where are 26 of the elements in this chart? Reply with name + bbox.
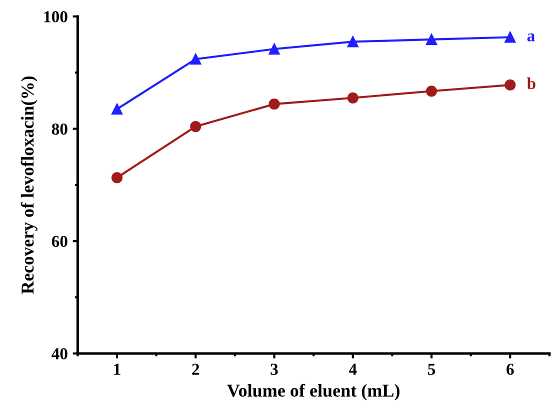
y-axis-title: Recovery of levofloxacin(%) [20, 76, 38, 294]
x-tick-label: 1 [114, 364, 120, 375]
point [426, 86, 438, 97]
point [347, 36, 358, 48]
y-tick-label: 60 [52, 236, 68, 248]
x-tick-label: 3 [270, 364, 278, 375]
y-tick-label: 80 [52, 123, 68, 135]
point [426, 34, 438, 46]
point [190, 54, 202, 65]
x-axis-title: Volume of eluent (mL) [227, 384, 400, 400]
point [190, 120, 202, 132]
x-tick-label: 4 [348, 364, 357, 375]
point [268, 43, 280, 55]
y-tick-label: 40 [52, 348, 68, 360]
point [504, 79, 516, 91]
point [268, 98, 280, 110]
series-label: a [527, 33, 535, 42]
y-tick-label: 100 [44, 11, 68, 22]
point [111, 172, 123, 184]
series-label: b [527, 77, 536, 90]
x-tick-label: 6 [506, 364, 514, 375]
point [504, 32, 516, 43]
x-tick-label: 5 [428, 364, 436, 375]
point [347, 92, 358, 104]
point [111, 104, 123, 115]
x-tick-label: 2 [192, 364, 200, 375]
